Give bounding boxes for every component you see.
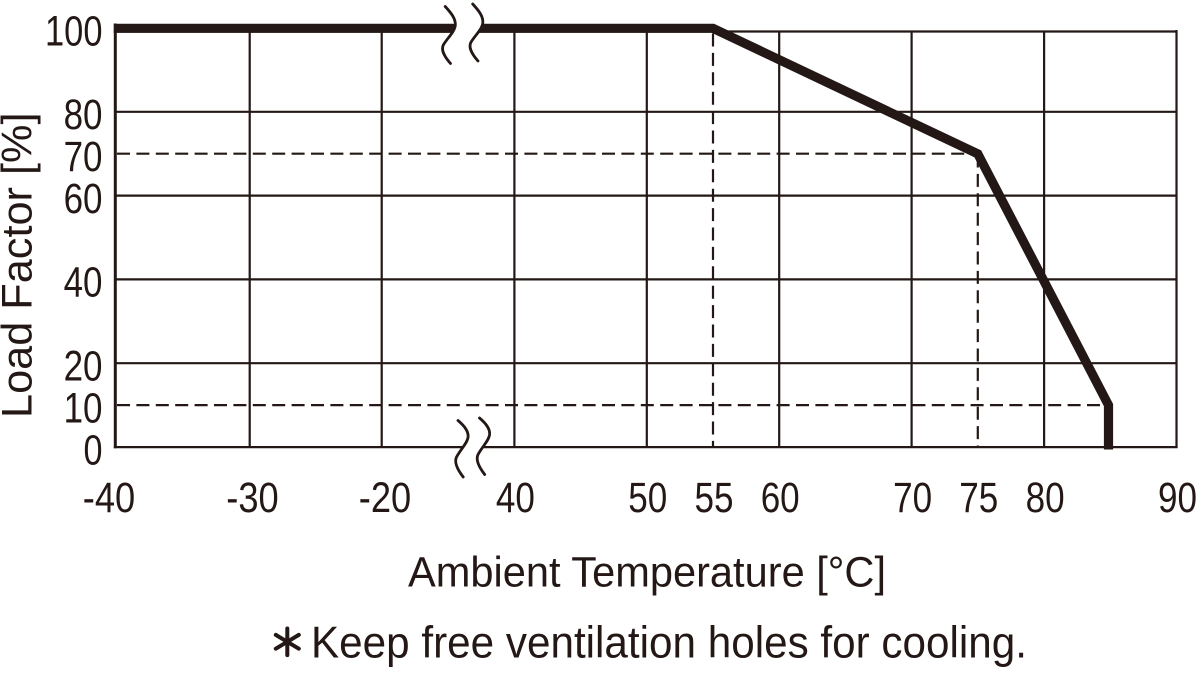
svg-text:60: 60 [64,176,103,223]
svg-text:-40: -40 [83,475,135,522]
svg-text:20: 20 [64,343,103,390]
svg-text:Load Factor [%]: Load Factor [%] [0,113,42,419]
svg-text:10: 10 [64,385,103,432]
svg-text:Keep free ventilation holes fo: Keep free ventilation holes for cooling. [311,619,1027,668]
svg-text:80: 80 [64,92,103,139]
svg-text:40: 40 [64,260,103,307]
svg-text:100: 100 [45,8,103,55]
svg-text:0: 0 [84,427,103,474]
svg-text:75: 75 [959,475,998,522]
svg-text:90: 90 [1158,475,1197,522]
svg-text:80: 80 [1026,475,1065,522]
svg-text:50: 50 [628,475,667,522]
svg-text:70: 70 [64,134,103,181]
svg-text:60: 60 [761,475,800,522]
svg-text:40: 40 [496,475,535,522]
svg-text:Ambient Temperature [°C]: Ambient Temperature [°C] [408,550,886,597]
svg-text:70: 70 [893,475,932,522]
svg-text:-20: -20 [359,475,411,522]
svg-text:55: 55 [695,475,734,522]
svg-text:-30: -30 [226,475,278,522]
